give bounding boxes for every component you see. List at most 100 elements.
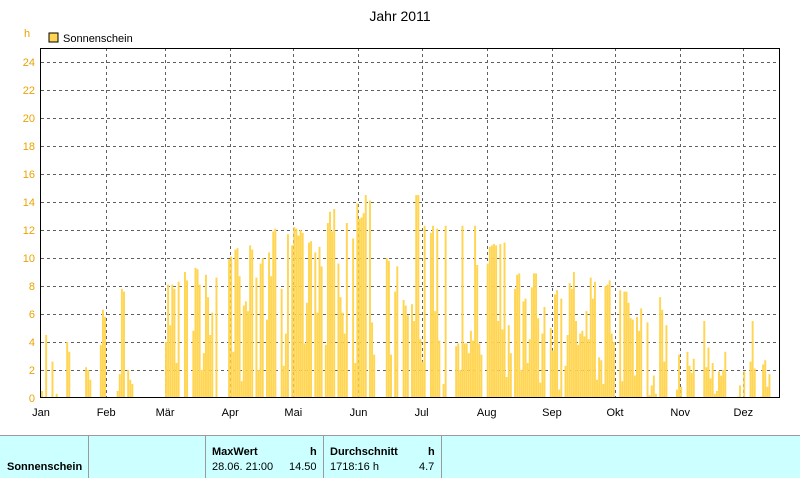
bar — [524, 298, 527, 398]
bar — [486, 263, 489, 398]
bar — [627, 302, 630, 398]
bar — [45, 335, 48, 398]
bar — [564, 365, 567, 398]
bar — [530, 287, 533, 398]
bar — [495, 245, 498, 398]
bar — [419, 339, 422, 398]
bar — [472, 340, 474, 398]
bar — [356, 203, 359, 398]
bar — [404, 305, 407, 398]
bar — [718, 371, 720, 398]
bar — [207, 297, 210, 398]
bar — [244, 301, 247, 398]
bar — [280, 288, 283, 398]
bar — [318, 246, 321, 398]
bar — [713, 393, 716, 398]
bar — [171, 284, 174, 398]
bar — [343, 333, 346, 398]
bar — [232, 351, 235, 398]
bar — [722, 370, 725, 398]
bar — [238, 276, 241, 398]
bar — [442, 384, 445, 398]
bar — [120, 288, 123, 398]
bar — [659, 297, 662, 398]
sunshine-chart: Jahr 2011 h Sonnenschein 024681012141618… — [23, 8, 780, 419]
bar — [606, 284, 609, 398]
bar — [570, 288, 573, 398]
bar — [284, 333, 287, 398]
x-tick-label: Jul — [415, 407, 429, 419]
bar — [352, 238, 355, 398]
bar — [303, 343, 306, 398]
bar — [396, 266, 399, 398]
bar — [251, 249, 254, 398]
bar — [345, 223, 348, 398]
bar — [293, 227, 296, 398]
bar — [598, 357, 601, 398]
bar — [703, 321, 706, 398]
bar — [457, 343, 460, 398]
bar — [602, 384, 605, 398]
bar — [663, 361, 666, 398]
bar — [337, 263, 340, 398]
bar — [320, 266, 323, 398]
maxwert-value: 14.50 — [289, 461, 317, 473]
bar — [533, 273, 535, 398]
y-tick-label: 10 — [23, 253, 35, 265]
bar — [650, 385, 653, 398]
bar — [247, 311, 249, 398]
bar — [101, 309, 104, 398]
bar — [236, 248, 239, 398]
bar — [173, 288, 176, 398]
bar — [514, 288, 517, 398]
durchschnitt-unit: h — [428, 446, 435, 458]
bar — [116, 391, 119, 398]
bar — [493, 244, 495, 398]
bar — [572, 272, 575, 398]
bar — [305, 302, 308, 398]
x-tick-label: Mai — [284, 407, 302, 419]
bar — [766, 386, 769, 398]
bar — [104, 316, 107, 398]
bar — [326, 223, 329, 398]
x-tick-label: Mär — [156, 407, 175, 419]
bar — [587, 339, 590, 398]
bar — [558, 389, 561, 398]
bar — [314, 252, 317, 398]
bar — [41, 391, 43, 398]
bar — [249, 245, 252, 398]
bar — [341, 312, 344, 398]
bar — [394, 291, 397, 398]
bar — [585, 311, 588, 398]
bar — [715, 391, 718, 398]
bar — [675, 389, 678, 398]
bar — [411, 304, 413, 398]
bar — [215, 277, 218, 398]
bar — [444, 225, 447, 398]
bar — [646, 322, 649, 398]
bar — [257, 370, 260, 398]
bar — [196, 269, 199, 398]
bar — [402, 300, 405, 398]
bar — [577, 344, 580, 398]
bar — [127, 370, 130, 398]
x-tick-label: Jan — [32, 407, 50, 419]
bar — [167, 284, 170, 398]
chart-title: Jahr 2011 — [369, 8, 430, 24]
bar — [568, 283, 571, 398]
bar — [633, 375, 636, 398]
bar — [177, 281, 180, 398]
bar — [364, 195, 367, 398]
bar — [720, 375, 723, 398]
bar — [68, 351, 71, 398]
bar — [87, 370, 90, 398]
durchschnitt-header: Durchschnitt — [330, 446, 398, 458]
bar — [373, 354, 376, 398]
bar — [604, 286, 607, 398]
x-tick-label: Aug — [477, 407, 497, 419]
bar — [360, 217, 363, 398]
bar — [265, 319, 268, 398]
bar — [503, 242, 506, 398]
bar — [467, 353, 470, 398]
maxwert-header: MaxWert — [212, 446, 258, 458]
